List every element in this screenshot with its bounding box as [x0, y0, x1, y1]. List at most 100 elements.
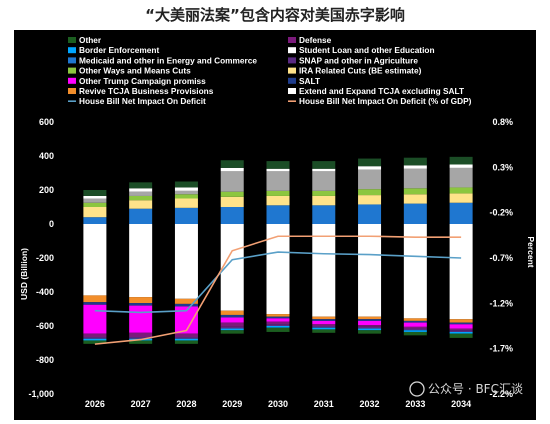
- legend-swatch-ways: [68, 67, 76, 74]
- bar-darkgreen_top-2034: [449, 156, 473, 165]
- bar-ira-2031: [312, 195, 336, 206]
- legend-swatch-trump: [68, 77, 76, 84]
- bar-trump-2026: [83, 304, 107, 334]
- bar-snap-2031: [312, 326, 336, 328]
- x-tick-2028: 2028: [176, 399, 196, 409]
- legend: Other Defense Border Enforcement Student Lo…: [68, 35, 472, 106]
- legend-label-other: Other: [79, 35, 102, 45]
- wechat-icon: [409, 381, 425, 397]
- bar-medicaid-2031: [312, 205, 336, 224]
- bar-extend-2026: [83, 224, 107, 296]
- legend-label-border: Border Enforcement: [79, 45, 159, 55]
- bar-trump-2032: [358, 320, 382, 326]
- legend-label-netusd: House Bill Net Impact On Deficit: [79, 96, 206, 106]
- bar-defense-2028: [174, 333, 198, 338]
- bar-student-2031: [312, 168, 336, 172]
- y-tick-6: -600: [36, 321, 54, 331]
- legend-swatch-ira: [288, 67, 296, 74]
- bar-defense-2026: [83, 333, 107, 338]
- legend-swatch-snap: [288, 57, 296, 64]
- bar-ways-2032: [358, 189, 382, 196]
- bar-darkgreen_top-2032: [358, 158, 382, 167]
- bar-medicaid-2028: [174, 207, 198, 224]
- bar-student-2030: [266, 168, 290, 172]
- y-tick-8: -1,000: [28, 389, 54, 399]
- bar-ways-2027: [129, 195, 153, 201]
- x-tick-2030: 2030: [268, 399, 288, 409]
- bar-ways-2034: [449, 187, 473, 194]
- bar-extend-2033: [403, 224, 427, 319]
- bar-student-2027: [129, 188, 153, 192]
- bar-gray-2032: [358, 169, 382, 190]
- bar-gray-2034: [449, 167, 473, 188]
- bar-snap-2028: [174, 337, 198, 339]
- bar-gray-2031: [312, 171, 336, 191]
- bar-medicaid-2026: [83, 217, 107, 224]
- bar-extend-2028: [174, 224, 198, 299]
- bar-revive-2034: [449, 319, 473, 323]
- bar-student-2033: [403, 165, 427, 169]
- bar-gray-2027: [129, 191, 153, 196]
- legend-swatch-salt: [288, 77, 296, 84]
- page-title: “大美丽法案”包含内容对美国赤字影响: [145, 6, 405, 24]
- bar-ira-2033: [403, 194, 427, 204]
- bar-defense-2033: [403, 326, 427, 329]
- bar-salt-2026: [83, 302, 107, 305]
- bar-ira-2034: [449, 193, 473, 203]
- legend-label-ways: Other Ways and Means Cuts: [79, 66, 191, 76]
- x-tick-2033: 2033: [405, 399, 425, 409]
- bar-medicaid-2033: [403, 203, 427, 224]
- bar-trump-2027: [129, 305, 153, 333]
- bar-salt-2029: [220, 314, 244, 318]
- bar-ways-2028: [174, 194, 198, 199]
- bar-other-2029: [220, 330, 244, 334]
- bar-darkgreen_top-2030: [266, 161, 290, 169]
- bar-extend-2034: [449, 224, 473, 320]
- bar-trump-2028: [174, 306, 198, 334]
- y-tick-4: -200: [36, 253, 54, 263]
- bar-darkgreen_top-2029: [220, 160, 244, 168]
- y-tick-7: -800: [36, 355, 54, 365]
- bar-other-2026: [83, 340, 107, 344]
- bar-other-2032: [358, 330, 382, 334]
- series-line-netpct: [94, 235, 462, 345]
- x-tick-2029: 2029: [222, 399, 242, 409]
- y-tick-2: 200: [39, 185, 54, 195]
- bar-darkgreen_top-2027: [129, 182, 153, 189]
- bar-ira-2026: [83, 207, 107, 218]
- y-axis-right: 0.8% 0.3% -0.2% -0.7% -1.2% -1.7% -2.2%: [489, 117, 513, 399]
- bar-student-2034: [449, 164, 473, 168]
- bar-salt-2028: [174, 303, 198, 307]
- bar-defense-2032: [358, 325, 382, 327]
- bar-defense-2030: [266, 321, 290, 325]
- y2-tick-6: -2.2%: [489, 389, 513, 399]
- bar-student-2029: [220, 167, 244, 172]
- bar-snap-2032: [358, 326, 382, 329]
- legend-swatch-border: [68, 47, 76, 54]
- y-tick-0: 600: [39, 117, 54, 127]
- bar-trump-2031: [312, 320, 336, 325]
- y-axis-title: USD (Billion): [19, 248, 29, 300]
- legend-label-extend: Extend and Expand TCJA excluding SALT: [299, 86, 464, 96]
- watermark: 公众号 · BFC汇谈: [409, 381, 523, 397]
- bar-other-2027: [129, 340, 153, 344]
- bar-border-2033: [403, 330, 427, 332]
- bar-medicaid-2029: [220, 207, 244, 224]
- bar-snap-2026: [83, 337, 107, 339]
- chart-svg: Other Defense Border Enforcement Student Lo…: [19, 35, 536, 409]
- bar-gray-2029: [220, 171, 244, 192]
- bar-other-2030: [266, 327, 290, 332]
- bar-medicaid-2034: [449, 202, 473, 224]
- legend-label-salt: SALT: [299, 76, 320, 86]
- bar-ira-2028: [174, 198, 198, 208]
- bar-ways-2030: [266, 190, 290, 196]
- x-tick-2026: 2026: [85, 399, 105, 409]
- bar-extend-2032: [358, 224, 382, 317]
- legend-label-snap: SNAP and other in Agriculture: [299, 55, 418, 65]
- bar-trump-2033: [403, 322, 427, 327]
- bar-gray-2028: [174, 190, 198, 195]
- legend-label-trump: Other Trump Campaign promiss: [79, 76, 206, 86]
- y2-tick-2: -0.2%: [489, 208, 513, 218]
- bar-border-2030: [266, 326, 290, 328]
- bar-salt-2033: [403, 320, 427, 323]
